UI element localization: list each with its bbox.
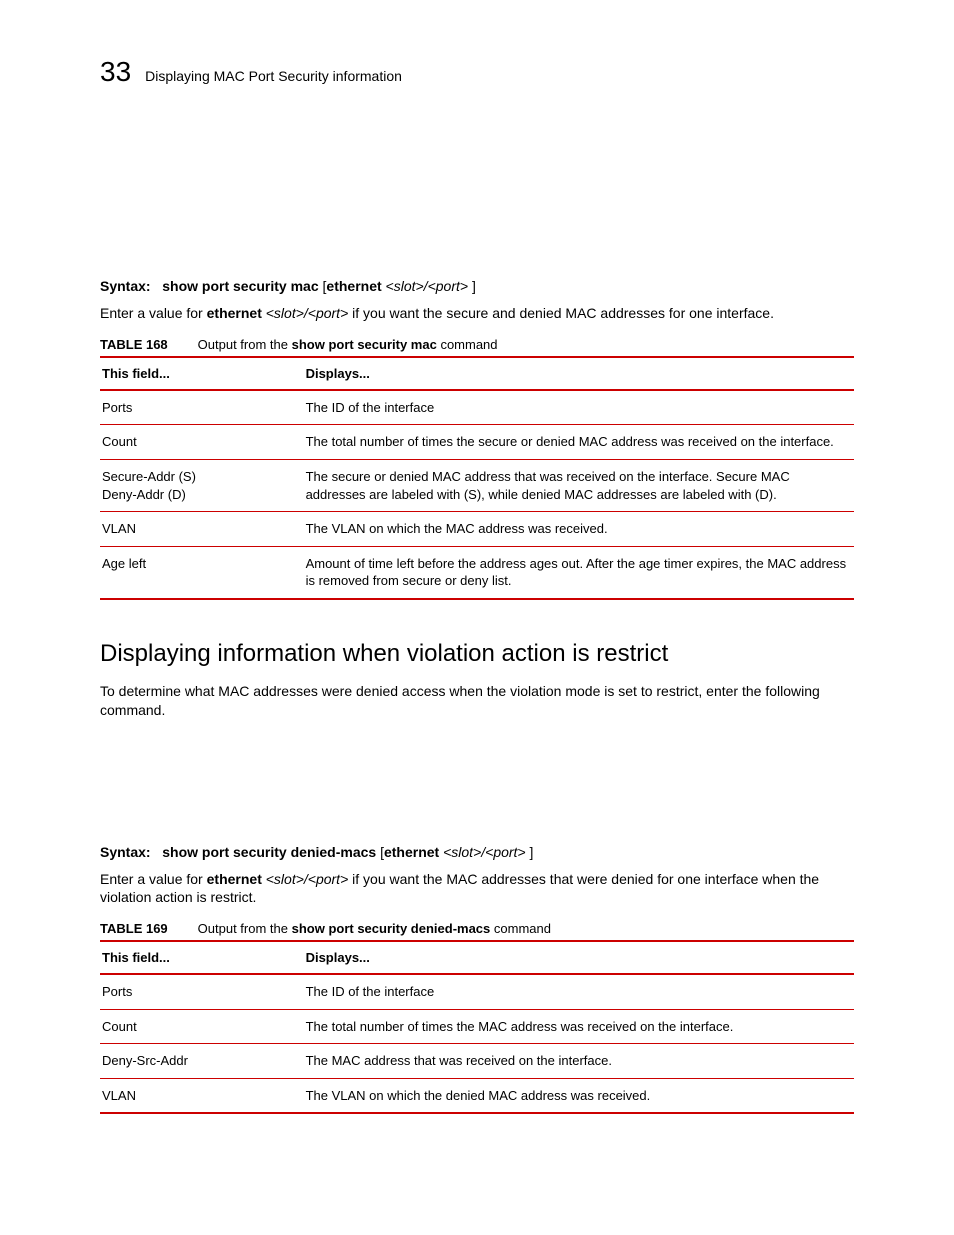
syntax-command: show port security mac xyxy=(162,278,318,294)
header-title: Displaying MAC Port Security information xyxy=(145,68,402,84)
syntax-keyword: ethernet xyxy=(326,278,381,294)
table-row: Secure-Addr (S) Deny-Addr (D) The secure… xyxy=(100,459,854,511)
table-row: VLAN The VLAN on which the denied MAC ad… xyxy=(100,1078,854,1113)
table-caption: Output from the show port security denie… xyxy=(198,921,551,936)
cell-desc: The VLAN on which the MAC address was re… xyxy=(304,512,854,547)
cell-desc: The ID of the interface xyxy=(304,390,854,425)
syntax-line-2: Syntax: show port security denied-macs [… xyxy=(100,844,854,860)
syntax-command: show port security denied-macs xyxy=(162,844,376,860)
table-number: TABLE 169 xyxy=(100,921,168,936)
table-row: Count The total number of times the secu… xyxy=(100,425,854,460)
col-header-displays: Displays... xyxy=(304,941,854,974)
syntax-line-1: Syntax: show port security mac [ethernet… xyxy=(100,278,854,294)
table-row: Age left Amount of time left before the … xyxy=(100,546,854,599)
syntax-keyword: ethernet xyxy=(384,844,439,860)
table-row: Count The total number of times the MAC … xyxy=(100,1009,854,1044)
syntax-bracket-close: ] xyxy=(468,278,476,294)
table-row: Ports The ID of the interface xyxy=(100,390,854,425)
cell-desc: The secure or denied MAC address that wa… xyxy=(304,459,854,511)
table-168: This field... Displays... Ports The ID o… xyxy=(100,356,854,600)
cell-field: Count xyxy=(100,425,304,460)
table-168-label: TABLE 168 Output from the show port secu… xyxy=(100,337,854,352)
cell-field: Secure-Addr (S) Deny-Addr (D) xyxy=(100,459,304,511)
table-169-label: TABLE 169 Output from the show port secu… xyxy=(100,921,854,936)
syntax-arg: <slot>/<port> xyxy=(443,844,526,860)
table-caption: Output from the show port security mac c… xyxy=(198,337,498,352)
cell-desc: The MAC address that was received on the… xyxy=(304,1044,854,1079)
cell-field: VLAN xyxy=(100,512,304,547)
cell-field: Count xyxy=(100,1009,304,1044)
syntax-bracket-open: [ xyxy=(376,844,384,860)
cell-desc: The total number of times the secure or … xyxy=(304,425,854,460)
table-number: TABLE 168 xyxy=(100,337,168,352)
paragraph-2: To determine what MAC addresses were den… xyxy=(100,682,854,720)
table-169: This field... Displays... Ports The ID o… xyxy=(100,940,854,1114)
cell-desc: The total number of times the MAC addres… xyxy=(304,1009,854,1044)
table-row: Deny-Src-Addr The MAC address that was r… xyxy=(100,1044,854,1079)
col-header-field: This field... xyxy=(100,941,304,974)
syntax-bracket-close: ] xyxy=(526,844,534,860)
document-page: 33 Displaying MAC Port Security informat… xyxy=(0,0,954,1235)
cell-field: VLAN xyxy=(100,1078,304,1113)
table-row: Ports The ID of the interface xyxy=(100,974,854,1009)
paragraph-3: Enter a value for ethernet <slot>/<port>… xyxy=(100,870,854,908)
col-header-field: This field... xyxy=(100,357,304,390)
cell-desc: Amount of time left before the address a… xyxy=(304,546,854,599)
table-row: VLAN The VLAN on which the MAC address w… xyxy=(100,512,854,547)
syntax-arg: <slot>/<port> xyxy=(386,278,469,294)
cell-desc: The ID of the interface xyxy=(304,974,854,1009)
table-header-row: This field... Displays... xyxy=(100,941,854,974)
cell-field: Age left xyxy=(100,546,304,599)
cell-field: Ports xyxy=(100,974,304,1009)
col-header-displays: Displays... xyxy=(304,357,854,390)
cell-field: Deny-Src-Addr xyxy=(100,1044,304,1079)
table-header-row: This field... Displays... xyxy=(100,357,854,390)
syntax-label: Syntax: xyxy=(100,278,151,294)
running-header: 33 Displaying MAC Port Security informat… xyxy=(100,56,854,88)
spacer xyxy=(100,734,854,830)
cell-field: Ports xyxy=(100,390,304,425)
paragraph-1: Enter a value for ethernet <slot>/<port>… xyxy=(100,304,854,323)
section-heading: Displaying information when violation ac… xyxy=(100,640,854,668)
syntax-label: Syntax: xyxy=(100,844,151,860)
cell-desc: The VLAN on which the denied MAC address… xyxy=(304,1078,854,1113)
chapter-number: 33 xyxy=(100,56,131,88)
